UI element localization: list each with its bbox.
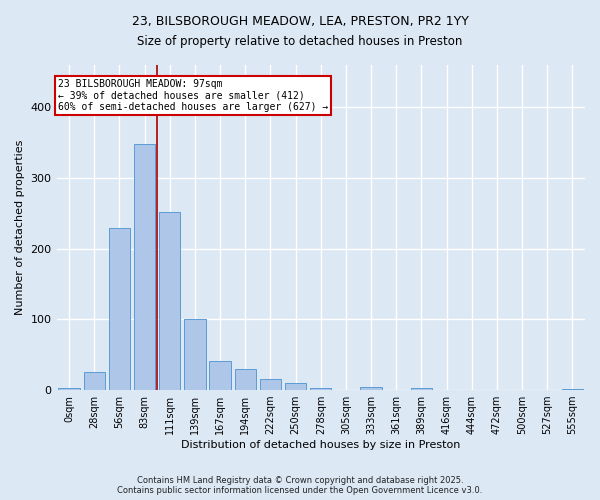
Bar: [209, 361, 231, 390]
Text: Contains HM Land Registry data © Crown copyright and database right 2025.
Contai: Contains HM Land Registry data © Crown c…: [118, 476, 482, 495]
Bar: [109, 228, 130, 390]
Bar: [159, 212, 181, 390]
Bar: [562, 388, 583, 390]
Text: Size of property relative to detached houses in Preston: Size of property relative to detached ho…: [137, 35, 463, 48]
Bar: [361, 388, 382, 390]
X-axis label: Distribution of detached houses by size in Preston: Distribution of detached houses by size …: [181, 440, 460, 450]
Bar: [310, 388, 331, 390]
Y-axis label: Number of detached properties: Number of detached properties: [15, 140, 25, 315]
Bar: [83, 372, 105, 390]
Bar: [411, 388, 432, 390]
Bar: [134, 144, 155, 390]
Bar: [235, 369, 256, 390]
Text: 23 BILSBOROUGH MEADOW: 97sqm
← 39% of detached houses are smaller (412)
60% of s: 23 BILSBOROUGH MEADOW: 97sqm ← 39% of de…: [58, 79, 328, 112]
Bar: [260, 380, 281, 390]
Bar: [58, 388, 80, 390]
Bar: [184, 320, 206, 390]
Text: 23, BILSBOROUGH MEADOW, LEA, PRESTON, PR2 1YY: 23, BILSBOROUGH MEADOW, LEA, PRESTON, PR…: [131, 15, 469, 28]
Bar: [285, 383, 307, 390]
